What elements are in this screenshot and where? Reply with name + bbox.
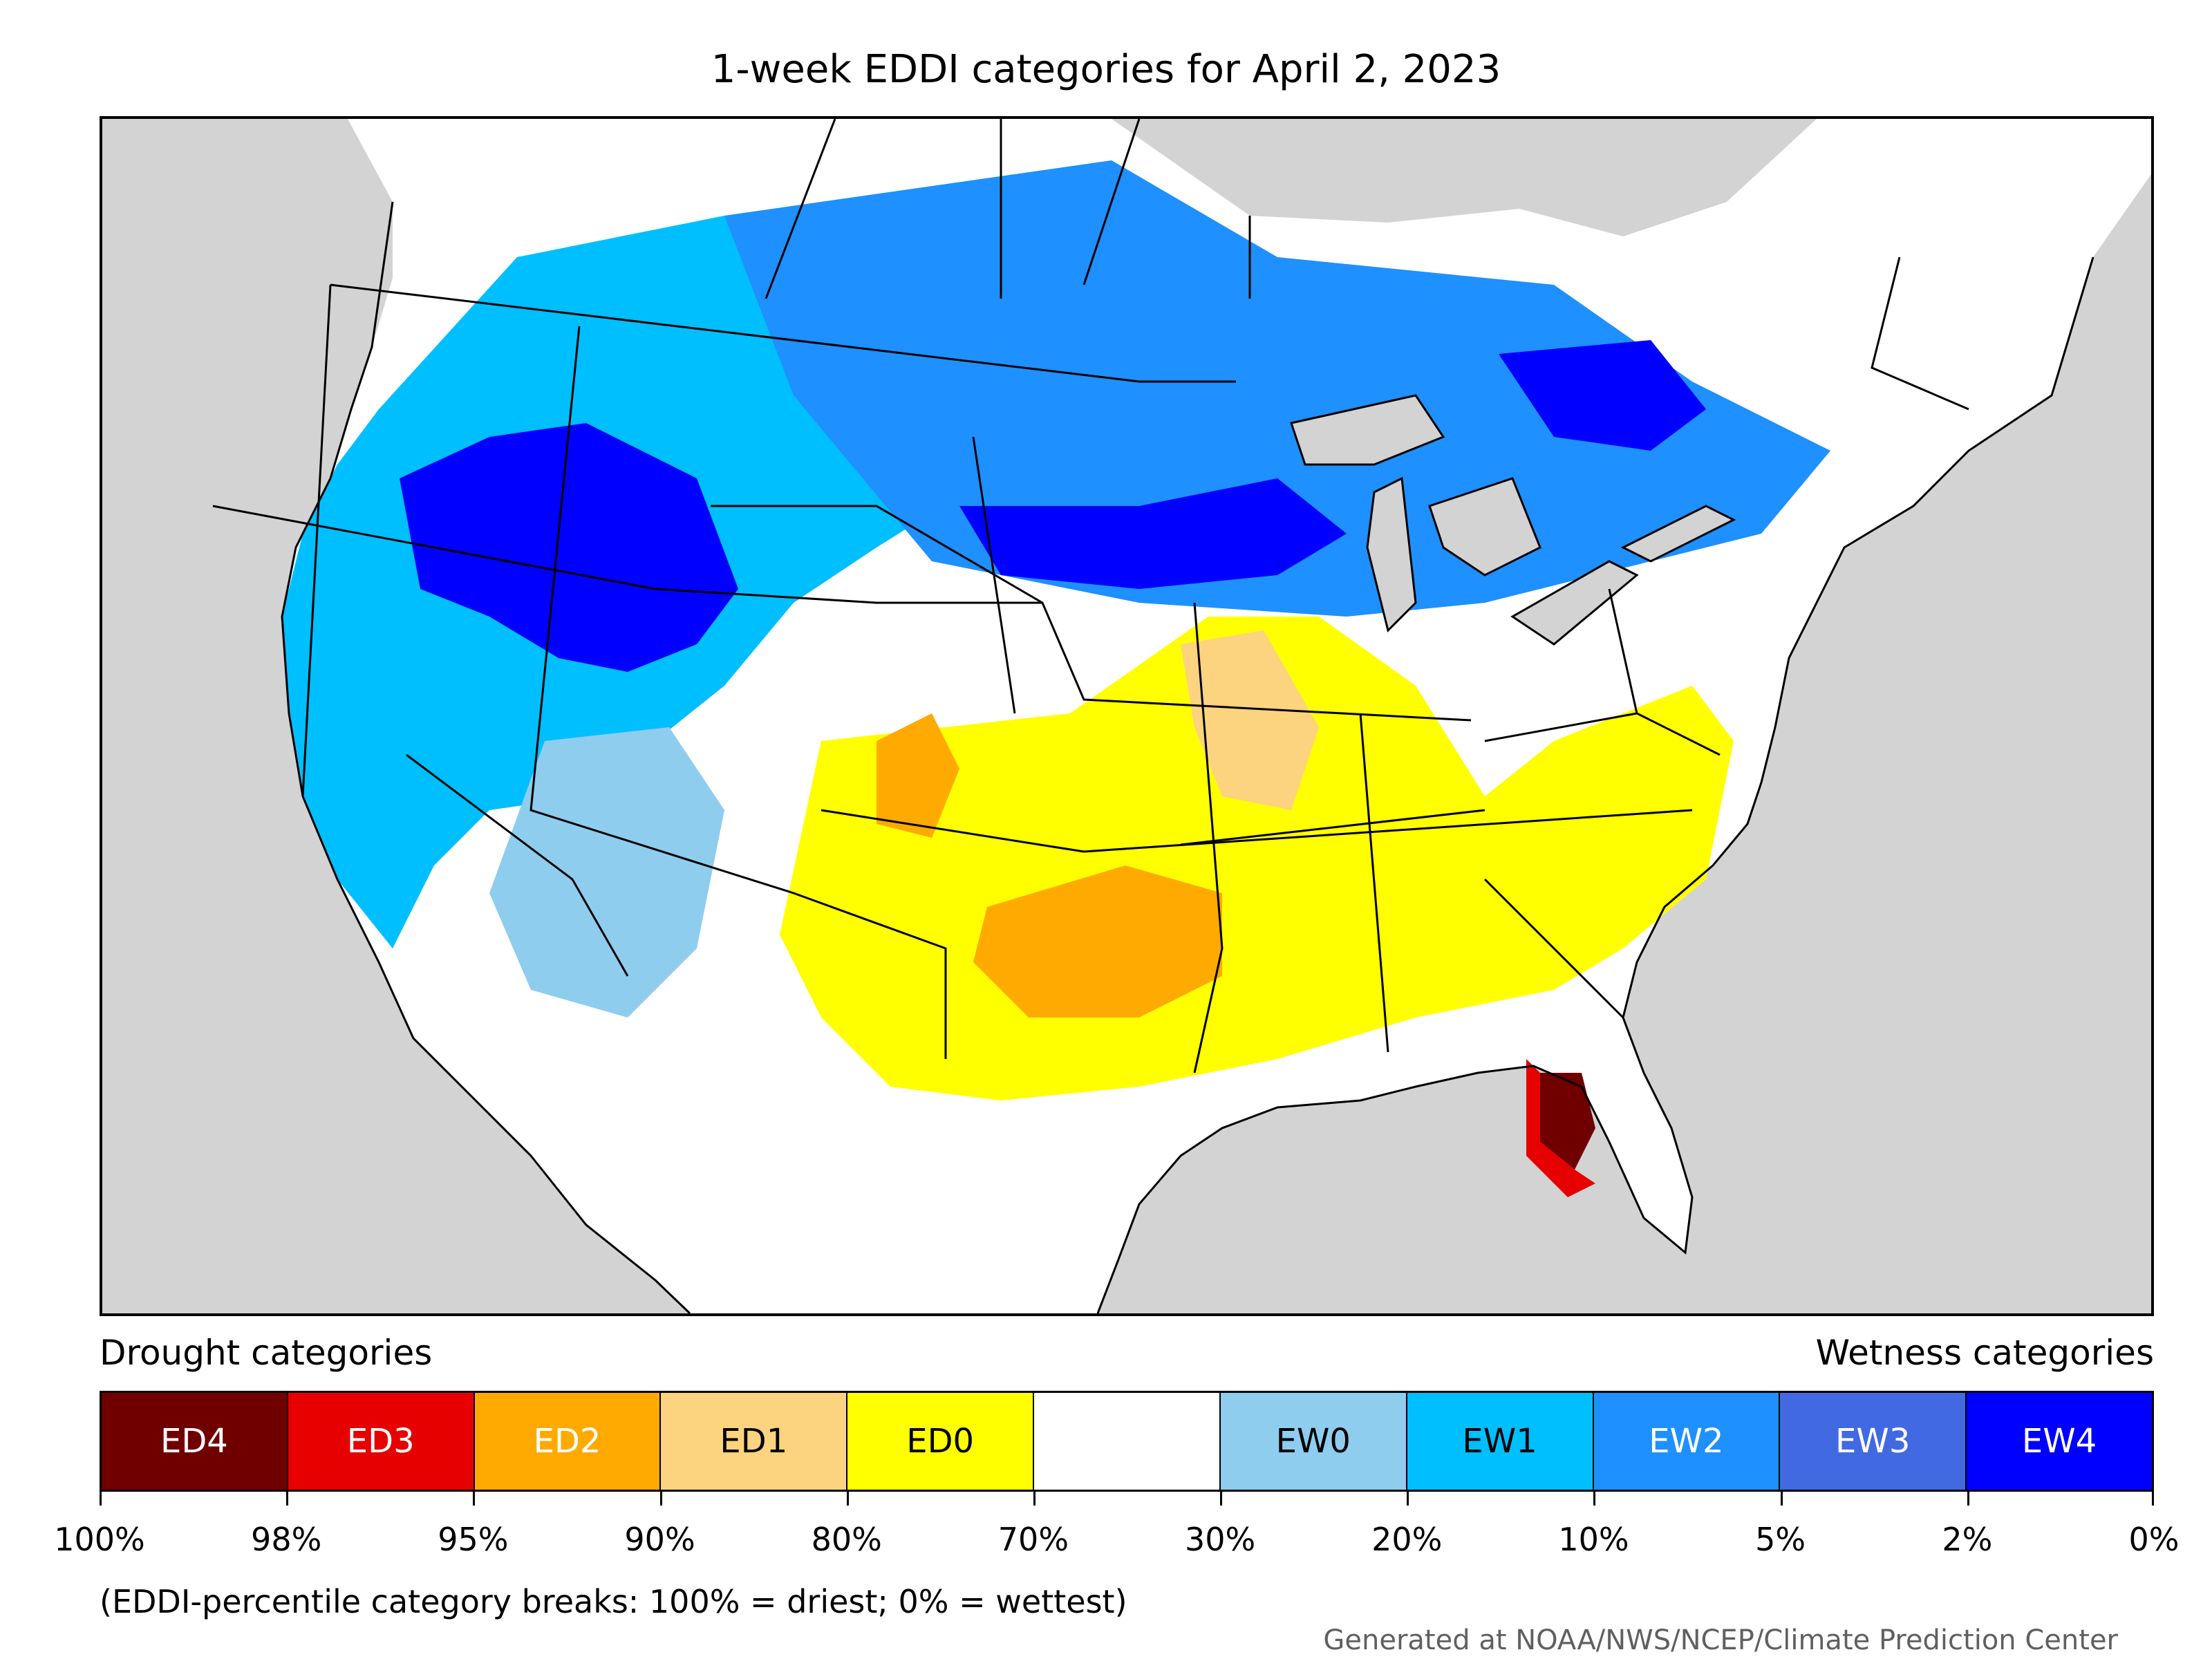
colorbar-cell-ew0: EW0 bbox=[1220, 1393, 1407, 1490]
colorbar-cell-ed2: ED2 bbox=[474, 1393, 662, 1490]
coastline bbox=[281, 201, 2094, 1313]
colorbar-tick-label: 70% bbox=[997, 1521, 1069, 1558]
colorbar-tick bbox=[473, 1492, 476, 1506]
colorbar-tick-label: 30% bbox=[1184, 1521, 1256, 1558]
colorbar-cell-normal bbox=[1034, 1393, 1221, 1490]
colorbar-tick bbox=[286, 1492, 289, 1506]
colorbar-tick bbox=[100, 1492, 102, 1506]
colorbar-tick-label: 0% bbox=[2128, 1521, 2180, 1558]
state-borders bbox=[212, 119, 1969, 1074]
colorbar-tick-label: 80% bbox=[811, 1521, 882, 1558]
florida-ed4 bbox=[1540, 1073, 1595, 1170]
panhandle-ed2 bbox=[877, 713, 959, 838]
north-ew4-band bbox=[959, 478, 1347, 589]
great-lakes bbox=[1290, 394, 1736, 646]
colorbar-tick-label: 2% bbox=[1942, 1521, 1993, 1558]
texas-ed2 bbox=[973, 865, 1222, 1018]
colorbar-cell-ed1: ED1 bbox=[661, 1393, 848, 1490]
drought-categories-label: Drought categories bbox=[100, 1333, 433, 1373]
southwest-ew0 bbox=[489, 727, 724, 1018]
eddi-map-svg bbox=[212, 119, 2151, 1313]
missouri-ed1 bbox=[1181, 630, 1319, 810]
category-breaks-footnote: (EDDI-percentile category breaks: 100% =… bbox=[100, 1583, 1127, 1620]
category-colorbar: ED4 ED3 ED2 ED1 ED0 EW0 EW1 EW2 EW3 EW4 bbox=[100, 1391, 2154, 1492]
colorbar-tick-label: 10% bbox=[1558, 1521, 1629, 1558]
colorbar-cell-ew1: EW1 bbox=[1407, 1393, 1594, 1490]
colorbar-cell-ew2: EW2 bbox=[1593, 1393, 1781, 1490]
colorbar-ticks bbox=[100, 1492, 2154, 1508]
wetness-categories-label: Wetness categories bbox=[1815, 1333, 2154, 1373]
colorbar-tick bbox=[846, 1492, 849, 1506]
colorbar-tick-label: 95% bbox=[438, 1521, 509, 1558]
colorbar-tick bbox=[1967, 1492, 1969, 1506]
map-title: 1-week EDDI categories for April 2, 2023 bbox=[711, 47, 1501, 92]
florida-ed3 bbox=[1526, 1059, 1595, 1197]
colorbar-tick bbox=[2152, 1492, 2154, 1506]
colorbar-cell-ed3: ED3 bbox=[288, 1393, 475, 1490]
colorbar-cell-ed4: ED4 bbox=[102, 1393, 288, 1490]
colorbar-tick-label: 98% bbox=[251, 1521, 322, 1558]
colorbar-tick bbox=[1593, 1492, 1596, 1506]
colorbar-tick bbox=[1033, 1492, 1035, 1506]
colorbar-tick-label: 5% bbox=[1755, 1521, 1806, 1558]
colorbar-tick-label: 100% bbox=[54, 1521, 145, 1558]
west-ew4-core bbox=[400, 423, 738, 672]
colorbar-tick bbox=[1407, 1492, 1409, 1506]
colorbar-tick bbox=[1780, 1492, 1783, 1506]
colorbar-tick bbox=[1220, 1492, 1223, 1506]
colorbar-tick-label: 90% bbox=[624, 1521, 695, 1558]
colorbar-cell-ew4: EW4 bbox=[1967, 1393, 2152, 1490]
eddi-map bbox=[100, 116, 2154, 1316]
colorbar-cell-ed0: ED0 bbox=[847, 1393, 1035, 1490]
eddi-category-fills bbox=[282, 160, 1830, 1197]
source-credit: Generated at NOAA/NWS/NCEP/Climate Predi… bbox=[1323, 1624, 2118, 1656]
colorbar-tick-label: 20% bbox=[1371, 1521, 1443, 1558]
colorbar-cell-ew3: EW3 bbox=[1780, 1393, 1967, 1490]
east-canada-ew4 bbox=[1499, 340, 1706, 451]
colorbar-tick bbox=[659, 1492, 662, 1506]
